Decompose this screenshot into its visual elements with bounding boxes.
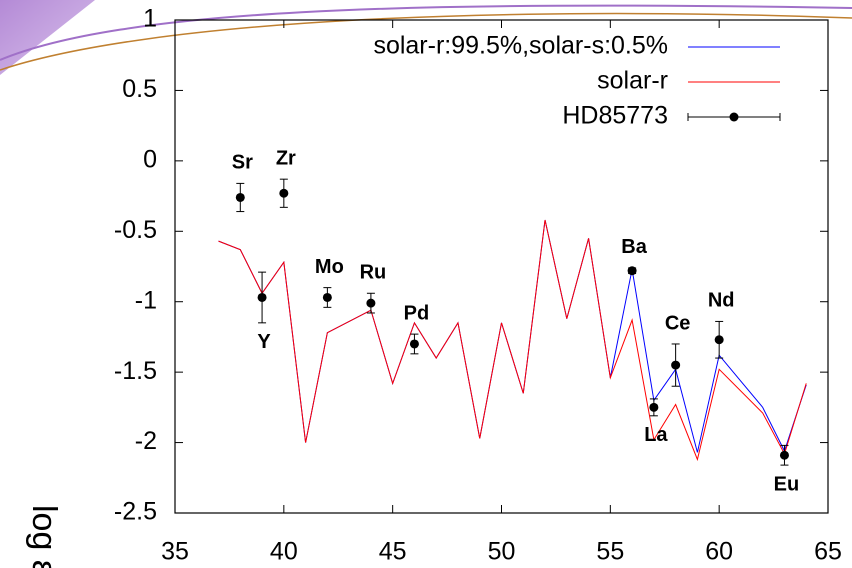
x-tick-label: 50	[488, 538, 516, 566]
point-label: La	[644, 424, 668, 446]
y-tick-label: -1	[135, 286, 157, 314]
data-point	[366, 299, 375, 308]
data-point	[258, 293, 267, 302]
data-point	[279, 189, 288, 198]
legend-label: solar-r:99.5%,solar-s:0.5%	[373, 32, 668, 60]
point-label: Ru	[360, 262, 387, 284]
point-label: Mo	[315, 256, 344, 278]
point-label: Y	[257, 331, 271, 353]
data-point	[323, 293, 332, 302]
data-point	[671, 361, 680, 370]
data-point	[628, 266, 637, 275]
point-label: Sr	[232, 152, 253, 174]
y-axis-label: log ε	[25, 505, 63, 568]
point-label: Ce	[665, 312, 691, 334]
point-label: Eu	[774, 473, 800, 495]
point-label: Nd	[708, 290, 735, 312]
y-tick-label: -2.5	[114, 498, 157, 526]
point-label: Pd	[404, 302, 430, 324]
x-tick-label: 55	[596, 538, 624, 566]
plot-frame	[175, 20, 828, 513]
x-tick-label: 45	[379, 538, 407, 566]
data-point	[410, 339, 419, 348]
point-label: Zr	[276, 147, 296, 169]
y-tick-label: 1	[143, 5, 157, 33]
legend-swatch	[730, 113, 739, 122]
point-label: Ba	[621, 236, 647, 258]
legend-label: HD85773	[562, 102, 668, 130]
x-tick-label: 40	[270, 538, 298, 566]
data-point	[649, 403, 658, 412]
legend-label: solar-r	[597, 67, 668, 95]
x-tick-label: 35	[161, 538, 189, 566]
y-tick-label: -0.5	[114, 216, 157, 244]
x-tick-label: 60	[705, 538, 733, 566]
y-tick-label: -1.5	[114, 357, 157, 385]
chart: log ε -2.5 -2 -1.5 -1 -0.5 0 0.5 1 35 40 45 50 55 60 6…	[0, 0, 852, 568]
x-tick-label: 65	[814, 538, 842, 566]
y-tick-label: 0.5	[122, 75, 157, 103]
data-point	[780, 451, 789, 460]
y-tick-label: -2	[135, 427, 157, 455]
data-point	[236, 193, 245, 202]
y-tick-label: 0	[143, 145, 157, 173]
data-point	[715, 335, 724, 344]
